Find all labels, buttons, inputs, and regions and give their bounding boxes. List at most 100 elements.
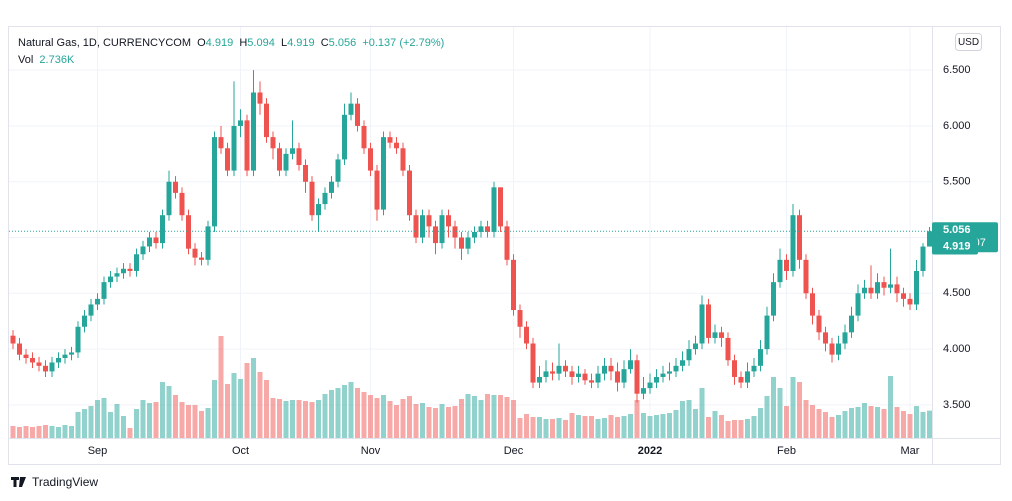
volume-bar	[543, 419, 549, 438]
brand-name: TradingView	[32, 475, 98, 489]
candle-body	[706, 304, 711, 338]
candle-body	[602, 365, 607, 374]
volume-bar	[244, 363, 250, 438]
volume-bar	[927, 410, 932, 438]
candle-body	[69, 352, 74, 355]
volume-bar	[238, 379, 243, 438]
candle-body	[862, 287, 867, 294]
candle-body	[576, 373, 581, 377]
volume-bar	[803, 400, 809, 438]
candle-body	[56, 358, 61, 363]
candle-body	[140, 246, 146, 255]
volume-bar	[69, 426, 74, 438]
volume-bar	[43, 425, 48, 438]
volume-bar	[491, 395, 497, 438]
candle-body	[114, 273, 120, 277]
volume-bar	[101, 398, 107, 438]
candle-body	[400, 148, 406, 171]
volume-bar	[36, 426, 42, 438]
candle-body	[868, 287, 874, 294]
candle-body	[316, 204, 321, 216]
candle-body	[361, 125, 367, 149]
candle-body	[472, 231, 477, 238]
volume-bar	[335, 388, 341, 438]
candle-body	[75, 326, 81, 353]
candle-body	[205, 226, 211, 260]
volume-bar	[706, 417, 711, 438]
candle-body	[790, 215, 796, 271]
volume-bar	[485, 394, 490, 438]
x-tick-label: Sep	[88, 445, 108, 457]
volume-bar	[95, 400, 100, 438]
volume-bar	[355, 388, 360, 438]
candle-body	[771, 282, 776, 316]
volume-bar	[251, 358, 256, 438]
candle-body	[524, 326, 529, 344]
candle-body	[914, 270, 919, 305]
candle-body	[504, 226, 510, 260]
volume-bar	[556, 418, 562, 438]
volume-bar	[121, 416, 126, 438]
candle-body	[335, 159, 341, 182]
currency-label[interactable]: USD	[958, 37, 979, 48]
volume-bar	[452, 406, 458, 438]
volume-bar	[17, 427, 22, 438]
last-price-label: 5.056	[943, 224, 971, 236]
candle-body	[257, 92, 263, 104]
volume-bar	[875, 407, 880, 438]
low-value: 4.919	[287, 37, 315, 49]
volume-bar	[478, 400, 484, 438]
ohlc-row: Natural Gas, 1D, CURRENCYCOM O4.919 H5.0…	[18, 35, 444, 52]
volume-bar	[628, 414, 633, 438]
candle-body	[355, 103, 360, 126]
volume-bar	[907, 414, 913, 438]
candle-body	[712, 332, 718, 338]
candle-body	[530, 343, 536, 383]
candle-body	[374, 170, 380, 210]
volume-bar	[771, 377, 776, 438]
candle-body	[823, 332, 828, 344]
candle-body	[426, 215, 432, 227]
candle-body	[621, 369, 627, 383]
candle-body	[751, 365, 757, 372]
close-key: C	[320, 37, 329, 49]
volume-bar	[654, 415, 659, 438]
candle-body	[628, 360, 633, 370]
close-value: 5.056	[328, 37, 357, 49]
candle-body	[439, 215, 445, 244]
candle-body	[855, 293, 861, 316]
candle-body	[589, 380, 594, 383]
candle-body	[153, 237, 159, 244]
candle-body	[907, 298, 913, 305]
volume-bar	[888, 376, 893, 438]
volume-bar	[316, 400, 321, 438]
candle-body	[212, 137, 217, 227]
volume-bar	[504, 397, 510, 438]
candle-body	[641, 388, 646, 394]
volume-bar	[641, 413, 646, 438]
volume-bar	[842, 411, 848, 438]
candle-body	[225, 148, 230, 171]
volume-bar	[446, 407, 451, 438]
candle-body	[719, 332, 724, 338]
candle-body	[283, 153, 289, 171]
currency-button[interactable]	[955, 33, 982, 51]
candle-body	[784, 259, 789, 271]
volume-bar	[693, 409, 698, 438]
volume-bar	[712, 411, 718, 438]
candle-body	[803, 259, 809, 294]
candle-body	[543, 371, 549, 377]
volume-bar	[745, 419, 750, 438]
volume-bar	[225, 384, 230, 438]
volume-bar	[608, 415, 614, 438]
volume-bar	[23, 426, 29, 438]
candle-body	[927, 231, 932, 247]
volume-bar	[264, 380, 269, 438]
candle-body	[556, 365, 562, 374]
volume-bar	[537, 417, 542, 438]
volume-bar	[777, 388, 783, 438]
volume-bar	[797, 382, 802, 438]
candle-body	[517, 310, 523, 327]
candle-body	[49, 362, 55, 372]
volume-bar	[914, 406, 919, 438]
